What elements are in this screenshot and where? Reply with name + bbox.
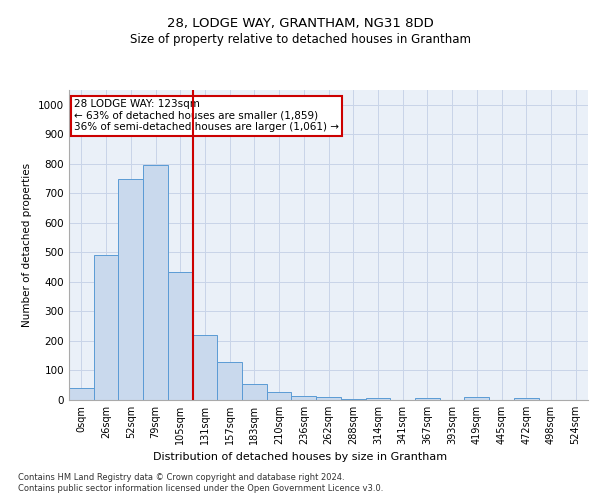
Text: 28 LODGE WAY: 123sqm
← 63% of detached houses are smaller (1,859)
36% of semi-de: 28 LODGE WAY: 123sqm ← 63% of detached h…	[74, 100, 339, 132]
Text: Contains public sector information licensed under the Open Government Licence v3: Contains public sector information licen…	[18, 484, 383, 493]
Bar	[316, 397, 341, 400]
Bar	[193, 335, 217, 400]
Y-axis label: Number of detached properties: Number of detached properties	[22, 163, 32, 327]
Bar	[143, 166, 168, 400]
Text: 28, LODGE WAY, GRANTHAM, NG31 8DD: 28, LODGE WAY, GRANTHAM, NG31 8DD	[167, 18, 433, 30]
Bar	[242, 384, 267, 400]
Bar	[514, 398, 539, 400]
Bar	[464, 397, 489, 400]
Bar	[292, 396, 316, 400]
Bar	[69, 388, 94, 400]
Text: Distribution of detached houses by size in Grantham: Distribution of detached houses by size …	[153, 452, 447, 462]
Bar	[415, 398, 440, 400]
Bar	[118, 178, 143, 400]
Bar	[365, 398, 390, 400]
Bar	[267, 392, 292, 400]
Bar	[217, 362, 242, 400]
Bar	[94, 256, 118, 400]
Bar	[168, 272, 193, 400]
Text: Contains HM Land Registry data © Crown copyright and database right 2024.: Contains HM Land Registry data © Crown c…	[18, 472, 344, 482]
Bar	[341, 398, 365, 400]
Text: Size of property relative to detached houses in Grantham: Size of property relative to detached ho…	[130, 32, 470, 46]
